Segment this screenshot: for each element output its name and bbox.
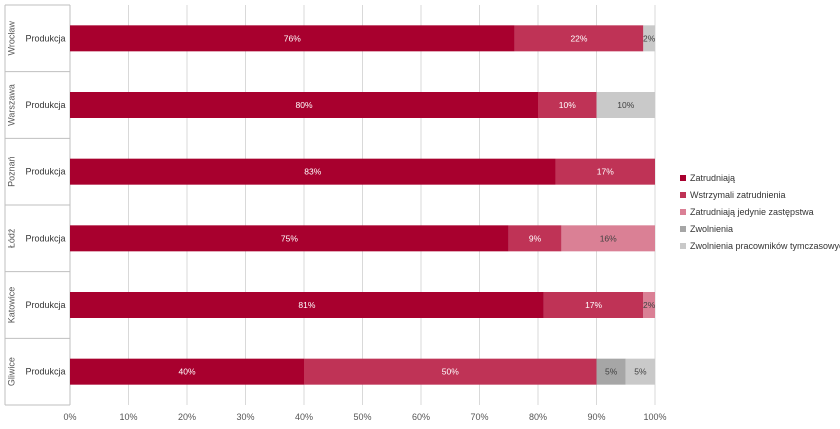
data-label: 40%	[178, 367, 195, 377]
group-label: Gliwice	[6, 357, 16, 386]
bar-segment	[70, 292, 544, 318]
data-label: 2%	[643, 300, 656, 310]
bars: 76% 22% 2% 80% 10% 10% 83% 17% 75% 9% 16% 81% 17% 2% 4…	[70, 25, 656, 385]
data-label: 16%	[600, 233, 617, 243]
legend-label: Zatrudniają	[690, 173, 735, 183]
data-label: 83%	[304, 167, 321, 177]
bar-segment	[70, 358, 304, 385]
bar-segment	[543, 292, 644, 318]
data-label: 75%	[281, 233, 298, 243]
category-labels: Produkcja Wrocław Produkcja Warszawa Produkc…	[6, 21, 65, 387]
legend-swatch	[680, 243, 686, 249]
data-label: 10%	[617, 100, 634, 110]
x-tick-label: 0%	[63, 412, 76, 422]
data-label: 17%	[597, 167, 614, 177]
data-label: 17%	[585, 300, 602, 310]
x-tick-label: 40%	[295, 412, 313, 422]
category-label: Produkcja	[25, 367, 65, 377]
x-tick-label: 80%	[529, 412, 547, 422]
data-label: 9%	[529, 233, 542, 243]
legend-label: Zwolnienia pracowników tymczasowych	[690, 241, 840, 251]
group-label: Katowice	[6, 287, 16, 324]
data-label: 50%	[442, 367, 459, 377]
legend-swatch	[680, 226, 686, 232]
bar-segment	[70, 225, 509, 252]
bar-segment	[596, 358, 626, 385]
x-tick-label: 30%	[236, 412, 254, 422]
group-label: Poznań	[6, 156, 16, 187]
x-tick-label: 60%	[412, 412, 430, 422]
x-tick-label: 50%	[353, 412, 371, 422]
bar-segment	[643, 292, 655, 318]
legend-label: Zwolnienia	[690, 224, 733, 234]
bar-segment	[304, 358, 597, 385]
bar-segment	[508, 225, 562, 252]
category-label: Produkcja	[25, 33, 65, 43]
x-tick-label: 100%	[643, 412, 666, 422]
bar-segment	[70, 158, 556, 185]
bar-segment	[555, 158, 655, 185]
legend-swatch	[680, 209, 686, 215]
group-label: Warszawa	[6, 84, 16, 126]
data-label: 5%	[634, 367, 647, 377]
x-tick-label: 70%	[470, 412, 488, 422]
legend-swatch	[680, 192, 686, 198]
bar-segment	[561, 225, 655, 252]
bar-segment	[596, 92, 655, 118]
gridlines	[69, 5, 656, 405]
data-label: 22%	[570, 33, 587, 43]
bar-segment	[70, 25, 515, 52]
category-label: Produkcja	[25, 300, 65, 310]
data-label: 5%	[605, 367, 618, 377]
legend-swatch	[680, 175, 686, 181]
legend-label: Wstrzymali zatrudnienia	[690, 190, 786, 200]
group-label: Wrocław	[6, 21, 16, 56]
category-label: Produkcja	[25, 167, 65, 177]
bar-segment	[514, 25, 644, 52]
group-label: Łódź	[6, 228, 16, 248]
category-axis-frame	[4, 4, 71, 406]
bar-segment	[70, 92, 538, 118]
data-label: 81%	[298, 300, 315, 310]
legend-label: Zatrudniają jedynie zastępstwa	[690, 207, 814, 217]
data-label: 2%	[643, 33, 656, 43]
bar-segment	[625, 358, 655, 385]
category-label: Produkcja	[25, 100, 65, 110]
x-tick-label: 90%	[587, 412, 605, 422]
data-label: 76%	[284, 33, 301, 43]
data-label: 10%	[559, 100, 576, 110]
category-label: Produkcja	[25, 233, 65, 243]
bar-segment	[643, 25, 655, 52]
bar-segment	[538, 92, 597, 118]
x-tick-label: 20%	[178, 412, 196, 422]
x-tick-label: 10%	[119, 412, 137, 422]
x-axis-ticks: 0% 10% 20% 30% 40% 50% 60% 70% 80% 90% 100%	[63, 412, 666, 422]
data-label: 80%	[295, 100, 312, 110]
legend: Zatrudniają Wstrzymali zatrudnienia Zatrud…	[680, 173, 840, 251]
